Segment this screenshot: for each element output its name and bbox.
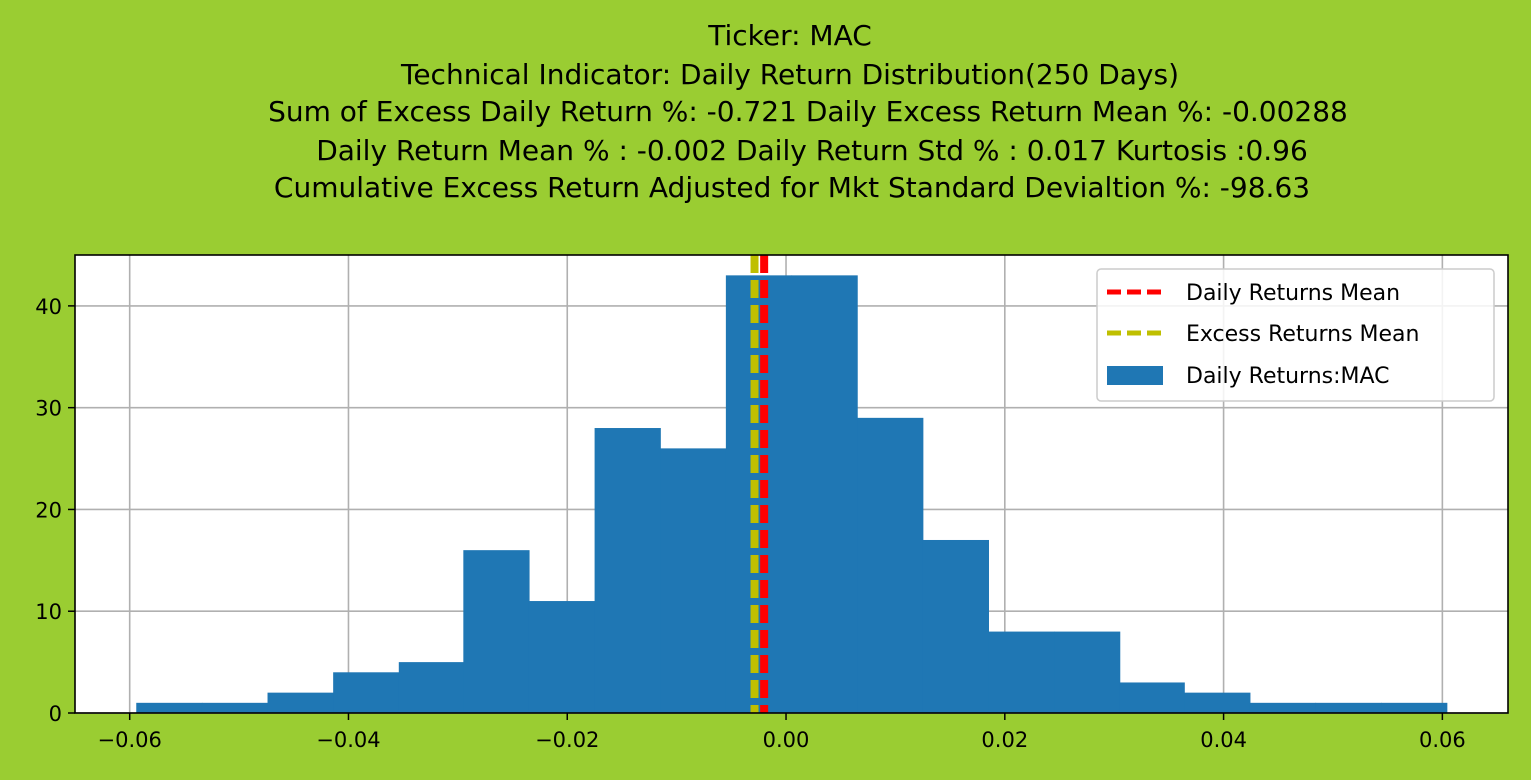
histogram-bar-0: [136, 702, 203, 713]
legend-excess-mean-label: Excess Returns Mean: [1186, 322, 1419, 347]
y-tick-label-0: 0: [49, 702, 62, 726]
histogram-bar-13: [988, 631, 1055, 713]
y-tick-label-4: 40: [35, 295, 62, 319]
histogram-bar-19: [1381, 702, 1448, 713]
histogram-bar-11: [857, 417, 924, 713]
histogram-bar-2: [267, 692, 334, 713]
y-axis: 0 10 20 30 40: [35, 295, 75, 726]
legend-daily-mean-label: Daily Returns Mean: [1186, 281, 1400, 306]
x-axis: −0.06 −0.04 −0.02 0.00 0.02 0.04 0.06: [98, 713, 1466, 752]
y-tick-label-1: 10: [35, 600, 62, 624]
x-tick-label-2: −0.02: [535, 728, 599, 752]
x-tick-label-3: 0.00: [763, 728, 810, 752]
histogram-bar-15: [1119, 682, 1185, 713]
legend: Daily Returns Mean Excess Returns Mean D…: [1096, 268, 1495, 402]
histogram-bar-8: [660, 448, 727, 713]
title-line-4: Daily Return Mean % : -0.002 Daily Retur…: [316, 134, 1308, 167]
histogram-bar-3: [333, 672, 400, 713]
histogram-bar-9: [725, 275, 793, 713]
title-line-2: Technical Indicator: Daily Return Distri…: [400, 58, 1179, 91]
legend-box: [1096, 268, 1495, 402]
histogram-bar-4: [398, 662, 464, 713]
x-tick-label-0: −0.06: [98, 728, 162, 752]
chart-title: Ticker: MAC Technical Indicator: Daily R…: [268, 19, 1348, 204]
legend-histogram-label: Daily Returns:MAC: [1186, 364, 1390, 389]
histogram-bar-5: [463, 550, 530, 713]
histogram-bar-7: [594, 428, 661, 713]
title-line-3: Sum of Excess Daily Return %: -0.721 Dai…: [268, 95, 1348, 128]
histogram-bars: [136, 275, 1448, 713]
x-tick-label-6: 0.06: [1419, 728, 1466, 752]
x-tick-label-1: −0.04: [316, 728, 380, 752]
histogram-bar-1: [201, 702, 269, 713]
histogram-bar-16: [1184, 692, 1251, 713]
y-tick-label-2: 20: [35, 498, 62, 522]
legend-histogram-swatch: [1107, 366, 1163, 385]
x-tick-label-5: 0.04: [1200, 728, 1247, 752]
y-tick-label-3: 30: [35, 397, 62, 421]
histogram-bar-17: [1249, 702, 1317, 713]
title-line-5: Cumulative Excess Return Adjusted for Mk…: [274, 171, 1310, 204]
histogram-bar-12: [922, 539, 990, 713]
histogram-bar-18: [1315, 702, 1382, 713]
plot-frame: [74, 254, 1509, 714]
title-line-1: Ticker: MAC: [707, 19, 872, 52]
histogram-bar-14: [1054, 631, 1121, 713]
histogram-bar-10: [791, 275, 858, 713]
histogram-bar-6: [528, 601, 596, 713]
mean-lines: [750, 255, 769, 713]
x-tick-label-4: 0.02: [981, 728, 1028, 752]
